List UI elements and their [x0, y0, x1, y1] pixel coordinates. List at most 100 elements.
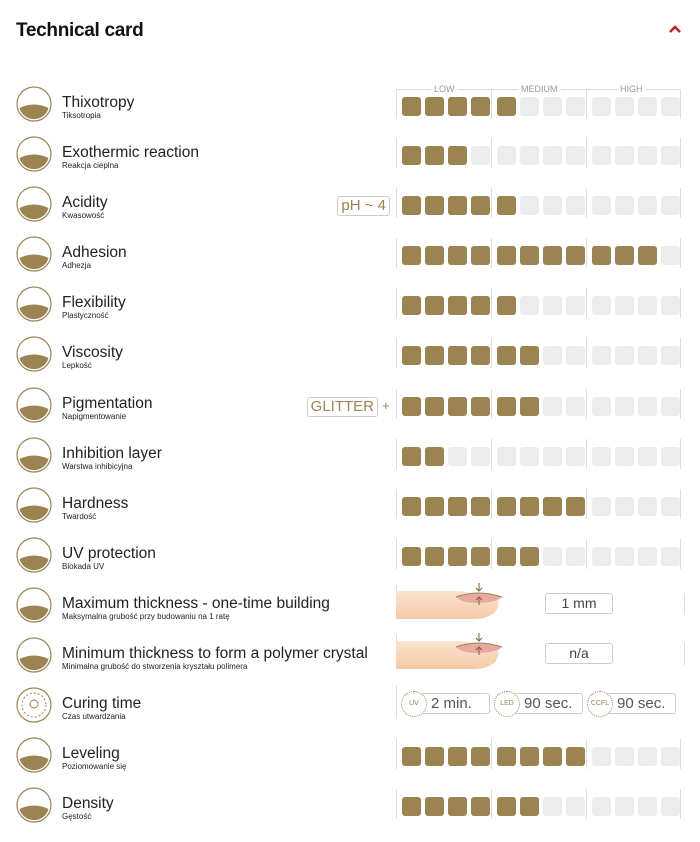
divider [396, 685, 397, 720]
level-block [638, 246, 657, 266]
level-block [661, 797, 680, 817]
scale-group [396, 438, 491, 469]
level-block [520, 246, 539, 266]
spec-row: Thixotropy Tiksotropia LOW MEDIUM HIGH [0, 80, 700, 130]
inhibition-layer-icon [16, 437, 52, 473]
level-block [520, 446, 539, 466]
level-block [448, 346, 467, 366]
level-block [471, 496, 490, 516]
level-block [543, 346, 562, 366]
spec-row: Inhibition layer Warstwa inhibicyjna [0, 431, 700, 481]
level-block [543, 496, 562, 516]
level-block [638, 446, 657, 466]
spec-title: Flexibility [62, 294, 126, 312]
level-block [566, 196, 585, 216]
scale-group [491, 739, 586, 770]
level-scale: LOW MEDIUM HIGH [396, 84, 684, 123]
level-block [592, 296, 611, 316]
scale-group [491, 138, 586, 169]
level-block [543, 296, 562, 316]
scale-group [396, 238, 491, 269]
level-block [497, 346, 516, 366]
level-scale [396, 388, 684, 423]
spec-title: UV protection [62, 544, 156, 562]
spec-title: Exothermic reaction [62, 144, 199, 162]
chevron-up-icon[interactable] [668, 24, 682, 34]
level-block [471, 546, 490, 566]
level-block [425, 546, 444, 566]
scale-group [491, 538, 586, 569]
level-block [592, 446, 611, 466]
scale-group: HIGH [586, 84, 681, 119]
level-block [402, 446, 421, 466]
level-scale [396, 238, 684, 272]
level-block [448, 196, 467, 216]
spec-subtitle: Adhezja [62, 261, 91, 271]
spec-row: Exothermic reaction Reakcja cieplna [0, 130, 700, 180]
spec-title: Maximum thickness - one-time building [62, 594, 330, 612]
level-block [425, 446, 444, 466]
level-block [497, 296, 516, 316]
level-block [615, 446, 634, 466]
level-block [592, 496, 611, 516]
level-block [402, 296, 421, 316]
level-block [471, 296, 490, 316]
level-block [566, 747, 585, 767]
scale-group [396, 388, 491, 419]
level-block [425, 97, 444, 116]
scale-group [586, 789, 681, 820]
scale-group: MEDIUM [491, 84, 586, 119]
level-block [543, 446, 562, 466]
level-block [402, 797, 421, 817]
ccfl-lamp-icon: CCFL [587, 691, 613, 718]
spec-subtitle: Lepkość [62, 361, 92, 371]
scale-group [586, 288, 681, 319]
level-block [566, 296, 585, 316]
level-block [448, 396, 467, 416]
scale-group [491, 238, 586, 269]
level-block [543, 97, 562, 116]
scale-group [396, 288, 491, 319]
spec-subtitle: Czas utwardzania [62, 712, 126, 722]
spec-subtitle: Gęstość [62, 812, 92, 822]
value-box: n/a [545, 643, 613, 665]
curing-time-ccfl: CCFL 90 sec. [587, 691, 676, 718]
level-block [520, 797, 539, 817]
scale-group [586, 138, 681, 169]
spec-row: Maximum thickness - one-time building Mak… [0, 581, 700, 631]
spec-row: Flexibility Plastyczność [0, 280, 700, 330]
level-block [520, 496, 539, 516]
level-block [448, 146, 467, 166]
level-block [520, 146, 539, 166]
level-block [448, 246, 467, 266]
level-block [425, 146, 444, 166]
level-block [425, 346, 444, 366]
scale-group [396, 138, 491, 169]
spec-subtitle: Tiksotropia [62, 111, 101, 120]
curing-time-uv: UV 2 min. [401, 691, 490, 718]
scale-group [491, 188, 586, 219]
spec-row: Leveling Poziomowanie się [0, 731, 700, 781]
level-block [425, 296, 444, 316]
scale-group [491, 388, 586, 419]
level-block [520, 396, 539, 416]
spec-subtitle: Blokada UV [62, 561, 105, 571]
spec-row: Adhesion Adhezja [0, 230, 700, 280]
level-scale [396, 739, 684, 773]
level-block [638, 496, 657, 516]
curing-value: 90 sec. [524, 695, 573, 713]
spec-subtitle: Reakcja cieplna [62, 161, 119, 171]
level-scale [396, 188, 684, 222]
spec-tag: GLITTER [306, 396, 378, 417]
spec-subtitle: Napigmentowanie [62, 411, 127, 421]
lamp-icon [16, 687, 52, 723]
level-block [566, 797, 585, 817]
level-block [638, 346, 657, 366]
scale-group [491, 338, 586, 369]
level-block [520, 97, 539, 116]
spec-row: UV protection Blokada UV [0, 531, 700, 581]
spec-row: Pigmentation Napigmentowanie GLITTER + [0, 381, 700, 431]
level-block [425, 196, 444, 216]
spec-title: Inhibition layer [62, 444, 162, 462]
level-block [661, 346, 680, 366]
